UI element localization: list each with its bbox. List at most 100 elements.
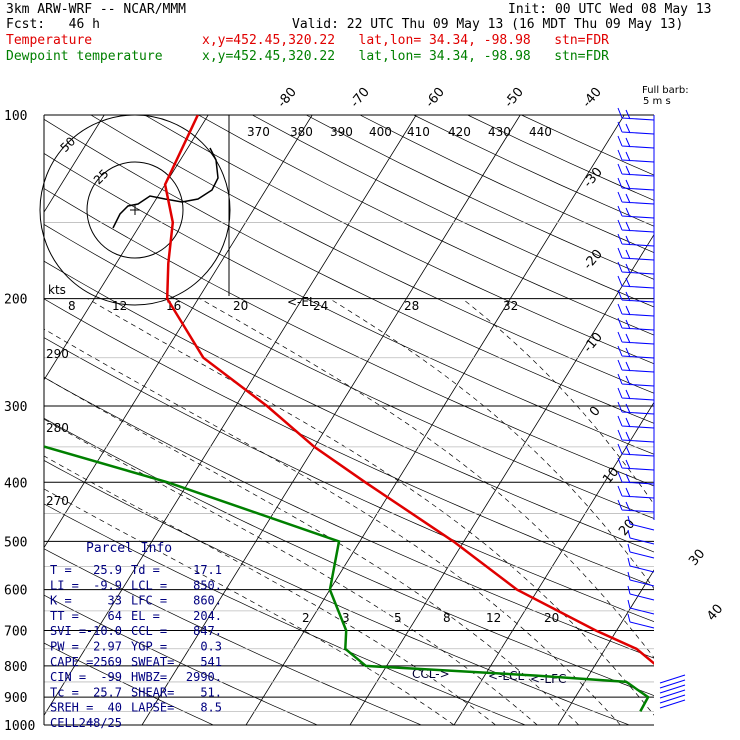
pressure-label-300: 300 <box>4 400 27 415</box>
pressure-label-600: 600 <box>4 584 27 599</box>
wind-barb <box>617 485 655 499</box>
dry-adiabat-410 <box>198 115 654 336</box>
wind-barb <box>617 163 655 177</box>
wind-barb <box>617 331 655 345</box>
wind-barb <box>617 387 655 401</box>
theta-low-label: 280 <box>46 421 69 435</box>
theta-low-label: 290 <box>46 347 69 361</box>
wind-barb <box>617 121 655 135</box>
parcel-key: LCL = <box>131 578 167 592</box>
theta-label: 440 <box>529 125 552 139</box>
parcel-value: 2.97 <box>93 640 122 654</box>
theta-label: 420 <box>448 125 471 139</box>
wind-barb <box>617 457 655 471</box>
parcel-key: T = <box>50 563 72 577</box>
hodograph-ring <box>39 114 231 306</box>
wind-barb <box>627 543 655 559</box>
isotherm-label: -10 <box>581 330 606 356</box>
wind-barb <box>617 219 655 233</box>
wind-barb <box>617 275 655 289</box>
wind-barb <box>617 177 655 191</box>
parcel-key: Tc = <box>50 685 79 699</box>
parcel-key: PW = <box>50 640 79 654</box>
wind-barb <box>627 585 655 601</box>
parcel-value: 33 <box>108 594 122 608</box>
mixing-ratio-label: 8 <box>443 611 451 625</box>
hodo-speed-label: 24 <box>313 299 328 313</box>
isotherm-label: -40 <box>580 85 605 111</box>
wind-barb <box>617 191 655 205</box>
isotherm-label: 20 <box>616 517 638 539</box>
mixing-ratio-label: 3 <box>342 611 350 625</box>
barb-legend-unit: 5 m s <box>643 96 671 107</box>
wind-barb <box>627 613 655 629</box>
mixing-ratio-label: 2 <box>302 611 310 625</box>
pressure-label-1000: 1000 <box>4 719 35 734</box>
hodograph-trace <box>112 147 219 229</box>
parcel-value: 860. <box>193 594 222 608</box>
wind-barb <box>617 401 655 415</box>
pressure-label-900: 900 <box>4 691 27 706</box>
hodo-speed-label: 8 <box>68 299 76 313</box>
parcel-value: 25.7 <box>93 685 122 699</box>
moist-adiabat-32 <box>461 298 654 505</box>
wind-barb <box>617 345 655 359</box>
wind-barb <box>659 699 686 709</box>
parcel-value: 2990. <box>186 670 222 684</box>
parcel-value: 0.3 <box>200 640 222 654</box>
dry-adiabat-400 <box>144 115 654 365</box>
hodograph-ring <box>86 161 184 259</box>
lfc-marker: <-LFC <box>530 672 566 686</box>
wind-barb <box>617 443 655 457</box>
wind-barb <box>659 689 686 699</box>
wind-barb <box>617 373 655 387</box>
parcel-value: 8.5 <box>200 701 222 715</box>
parcel-value: 248/25 <box>79 716 122 730</box>
dewpoint-legend: Dewpoint temperature <box>6 49 163 64</box>
hodo-speed-label: 20 <box>233 299 248 313</box>
parcel-key: CIN = <box>50 670 86 684</box>
moist-adiabat-28 <box>329 298 654 590</box>
isotherm--20 <box>245 115 625 725</box>
theta-label: 430 <box>488 125 511 139</box>
dry-adiabat-440 <box>359 115 654 253</box>
parcel-value: -10.0 <box>86 624 122 638</box>
wind-barb <box>617 359 655 373</box>
parcel-key: CCL = <box>131 624 167 638</box>
pressure-label-500: 500 <box>4 535 27 550</box>
parcel-key: YGP = <box>131 640 167 654</box>
parcel-key: SWEAT= <box>131 655 174 669</box>
dewpoint-profile <box>44 445 650 712</box>
lcl-marker: <-LCL <box>488 669 524 683</box>
wind-barb <box>617 429 655 443</box>
dry-adiabat-470 <box>521 115 654 176</box>
moist-adiabat-24 <box>199 298 654 659</box>
isotherm-label: -50 <box>502 85 527 111</box>
wind-barbs: Full barb:5 m s <box>617 85 689 709</box>
wind-barb <box>659 679 686 689</box>
parcel-value: 17.1 <box>193 563 222 577</box>
hodo-speed-label: 12 <box>112 299 127 313</box>
valid-time: Valid: 22 UTC Thu 09 May 13 (16 MDT Thu … <box>292 17 684 32</box>
hodo-unit-label: kts <box>48 283 66 297</box>
model-title: 3km ARW-WRF -- NCAR/MMM <box>6 2 187 17</box>
theta-label: 390 <box>330 125 353 139</box>
axis-labels: 100 200 300 400 500 600 700 800 900 1000 -80 -70 -60… <box>4 85 726 734</box>
wind-barb <box>627 571 655 587</box>
temperature-legend: Temperature <box>6 33 93 48</box>
parcel-key: LI = <box>50 578 79 592</box>
parcel-value: 40 <box>108 701 122 715</box>
wind-barb <box>617 233 655 247</box>
isotherm-10 <box>557 569 654 725</box>
parcel-value: 64 <box>108 609 122 623</box>
theta-label: 410 <box>407 125 430 139</box>
temperature-profile <box>163 115 654 665</box>
parcel-value: -9.9 <box>93 578 122 592</box>
isobar-lines <box>43 114 654 726</box>
parcel-key: LFC = <box>131 594 167 608</box>
wind-barb <box>617 135 655 149</box>
wind-barb <box>659 684 686 694</box>
wind-barb <box>617 289 655 303</box>
parcel-value: 51. <box>200 685 222 699</box>
